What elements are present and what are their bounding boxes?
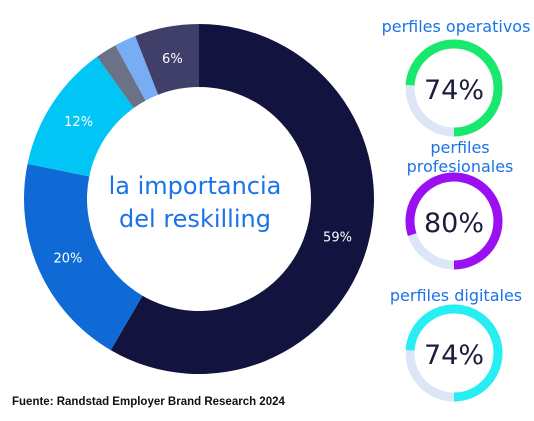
donut-slice-label: 12% [64,115,93,130]
gauge-operativos: 74% [405,39,503,137]
gauge-value-arc [405,39,503,137]
main-donut-chart: 59% 20% 12% 6% [23,24,375,375]
gauge-value-label: 74% [424,75,484,106]
donut-slice-label: 20% [54,252,83,267]
donut-slice-label: 59% [323,230,352,245]
gauge-title-operativos: perfiles operativos [381,17,531,36]
gauge-digitales: 74% [405,304,503,402]
gauge-title-digitales: perfiles digitales [389,286,523,305]
gauge-title-profesionales: perfiles profesionales [395,138,525,176]
donut-slice-5 [115,36,159,101]
donut-slice-3 [27,56,134,177]
gauge-title-profesionales-line-2: profesionales [406,157,514,176]
donut-slice-1 [110,24,375,375]
donut-slice-label: 6% [162,52,183,67]
gauge-profesionales: 80% [405,172,503,270]
donut-slice-2 [23,163,143,351]
donut-slice-4 [97,45,146,108]
center-title-line-1: la importancia [108,172,282,200]
donut-slice-6 [135,24,199,95]
gauge-value-label: 80% [424,208,484,239]
gauge-value-label: 74% [424,340,484,371]
donut-center-title: la importancia del reskilling [90,170,300,236]
source-note: Fuente: Randstad Employer Brand Research… [12,396,285,408]
gauge-title-profesionales-line-1: perfiles [430,138,490,157]
gauge-value-arc [405,172,503,270]
center-title-line-2: del reskilling [119,205,271,233]
gauge-value-arc [405,304,503,402]
